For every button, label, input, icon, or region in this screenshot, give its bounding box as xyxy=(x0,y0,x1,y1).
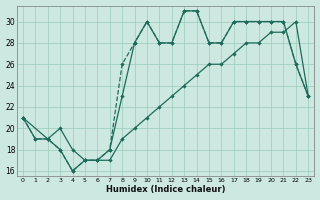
X-axis label: Humidex (Indice chaleur): Humidex (Indice chaleur) xyxy=(106,185,225,194)
